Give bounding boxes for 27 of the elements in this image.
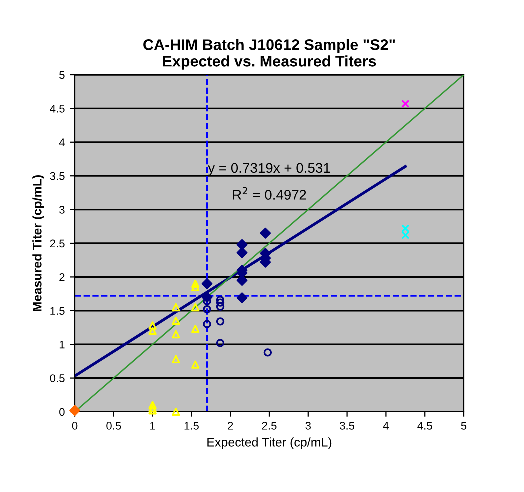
x-tick-label: 0.5 xyxy=(106,422,122,430)
x-tick-label: 5 xyxy=(461,422,467,430)
y-tick-label: 0 xyxy=(60,408,65,416)
x-tick-label: 3 xyxy=(306,422,311,430)
x-tick-label: 3.5 xyxy=(340,422,355,430)
x-tick-label: 4 xyxy=(383,422,389,430)
x-axis-title: Expected Titer (cp/mL) xyxy=(208,438,332,450)
y-tick-label: 1.5 xyxy=(50,307,65,316)
y-tick-label: 3 xyxy=(60,206,65,214)
y-tick-label: 5 xyxy=(60,71,65,80)
annotation: y = 0.7319x + 0.531 xyxy=(208,163,330,176)
y-tick-label: 4 xyxy=(59,138,65,146)
y-tick-label: 3.5 xyxy=(50,172,65,180)
x-tick-label: 2.5 xyxy=(262,422,277,430)
x-tick-label: 1.5 xyxy=(184,422,199,430)
x-tick-label: 0 xyxy=(72,422,78,430)
y-tick-label: 2 xyxy=(60,273,65,282)
y-tick-label: 1 xyxy=(60,340,65,349)
annotation: R$^{2}$ = 0.4972 xyxy=(233,187,306,200)
y-tick-label: 2.5 xyxy=(50,240,65,248)
chart-title: CA-HIM Batch J10612 Sample "S2" Expected vs. Measured Titers xyxy=(144,39,396,70)
y-axis-title: Measured Titer (cp/mL) xyxy=(32,175,44,312)
x-tick-label: 2 xyxy=(228,422,234,430)
x-tick-label: 1 xyxy=(150,422,156,430)
y-tick-label: 0.5 xyxy=(50,374,65,382)
y-tick-label: 4.5 xyxy=(50,105,65,113)
x-tick-label: 4.5 xyxy=(418,422,432,430)
